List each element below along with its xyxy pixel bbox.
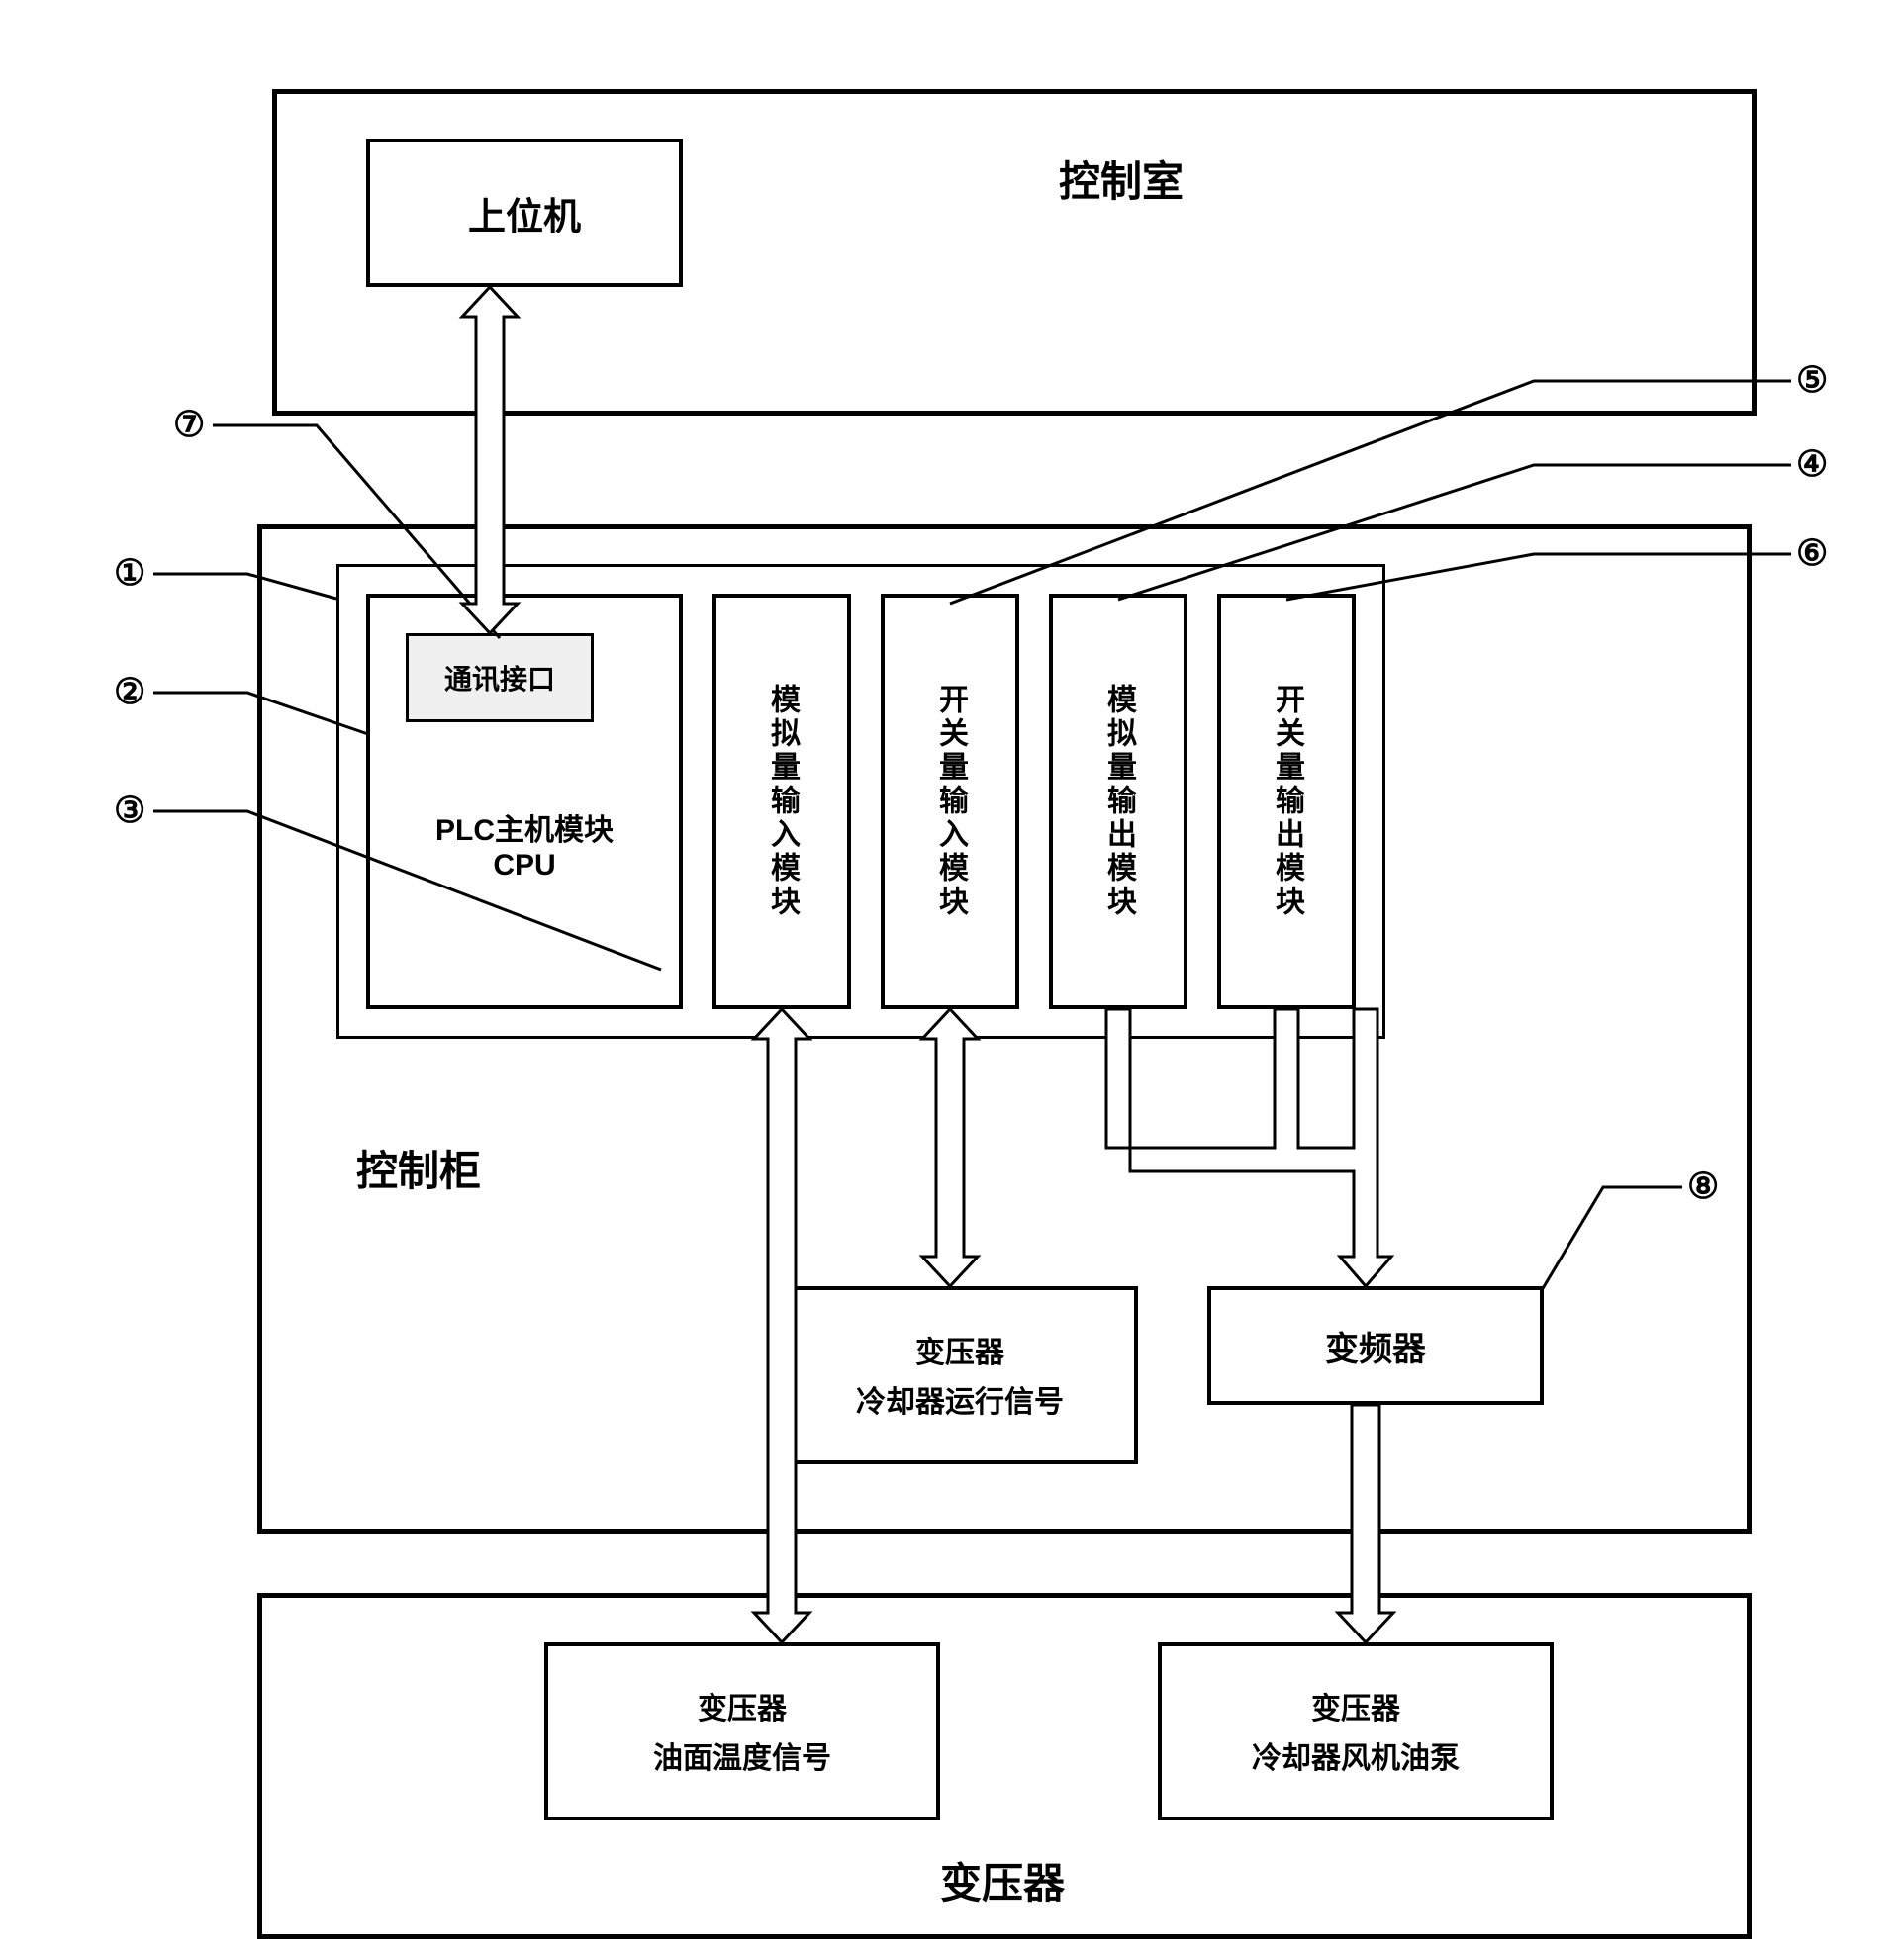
diagram-canvas: 控制室 上位机 控制柜 PLC主机模块 CPU 通讯接口 模拟量输入模块 开关量… [0,0,1900,1960]
block-oil-temp: 变压器 油面温度信号 [544,1642,940,1820]
block-analog-in: 模拟量输入模块 [712,594,851,1009]
switch-in-label: 开关量输入模块 [928,684,972,919]
callout-6: ⑥ [1796,532,1828,574]
title-control-cabinet: 控制柜 [356,1138,481,1198]
callout-7: ⑦ [173,404,205,445]
analog-in-label: 模拟量输入模块 [760,684,804,919]
title-control-room: 控制室 [1059,148,1184,209]
callout-5: ⑤ [1796,359,1828,401]
cpu-text2: CPU [370,849,679,883]
callout-4: ④ [1796,443,1828,485]
cooler-signal-t2: 冷却器运行信号 [856,1377,1064,1421]
callout-3: ③ [114,790,145,831]
block-switch-out: 开关量输出模块 [1217,594,1356,1009]
host-pc-label: 上位机 [468,186,581,240]
callout-2: ② [114,671,145,712]
cooler-fan-t1: 变压器 [1311,1686,1400,1733]
block-cooler-signal: 变压器 冷却器运行信号 [782,1286,1138,1464]
callout-8: ⑧ [1687,1166,1719,1207]
block-inverter: 变频器 [1207,1286,1544,1405]
block-analog-out: 模拟量输出模块 [1049,594,1188,1009]
cooler-fan-t2: 冷却器风机油泵 [1252,1733,1460,1777]
oil-temp-t1: 变压器 [698,1686,787,1733]
switch-out-label: 开关量输出模块 [1265,684,1308,919]
inverter-label: 变频器 [1325,1322,1426,1370]
comm-label: 通讯接口 [444,658,555,698]
cooler-signal-t1: 变压器 [915,1330,1004,1377]
analog-out-label: 模拟量输出模块 [1096,684,1140,919]
block-comm: 通讯接口 [406,633,594,722]
block-host-pc: 上位机 [366,139,683,287]
block-cooler-fan: 变压器 冷却器风机油泵 [1158,1642,1554,1820]
callout-1: ① [114,552,145,594]
title-transformer: 变压器 [940,1850,1065,1911]
cpu-text1: PLC主机模块 [370,805,679,849]
block-switch-in: 开关量输入模块 [881,594,1019,1009]
oil-temp-t2: 油面温度信号 [653,1733,831,1777]
